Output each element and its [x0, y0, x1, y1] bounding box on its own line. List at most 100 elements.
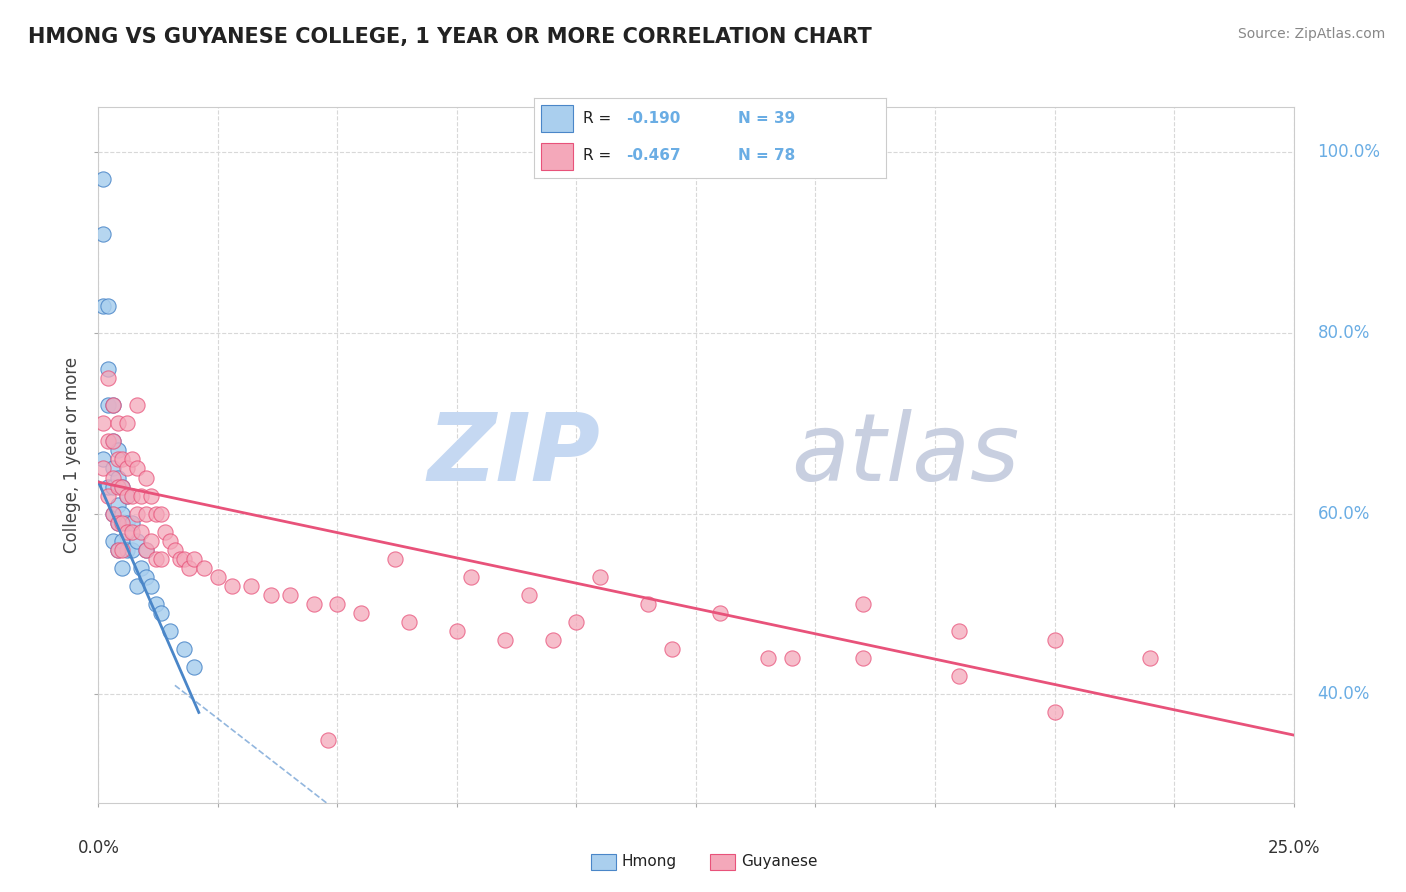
- Point: [326, 597, 349, 611]
- Point: [121, 524, 143, 539]
- Point: [149, 551, 172, 566]
- Point: [97, 371, 120, 385]
- Text: 25.0%: 25.0%: [1267, 839, 1320, 857]
- Point: [125, 461, 148, 475]
- Point: [159, 533, 181, 548]
- Point: [278, 588, 301, 602]
- Text: Guyanese: Guyanese: [741, 855, 817, 869]
- Point: [173, 551, 195, 566]
- Point: [115, 489, 138, 503]
- Bar: [541, 104, 574, 132]
- Point: [517, 588, 540, 602]
- Point: [159, 624, 181, 639]
- Point: [115, 417, 138, 431]
- Point: [115, 461, 138, 475]
- Point: [145, 597, 167, 611]
- Point: [91, 417, 114, 431]
- Text: 0.0%: 0.0%: [77, 839, 120, 857]
- Point: [541, 633, 564, 648]
- Text: atlas: atlas: [792, 409, 1019, 500]
- Point: [155, 524, 177, 539]
- Point: [494, 633, 516, 648]
- Point: [97, 299, 120, 313]
- Text: -0.190: -0.190: [626, 111, 681, 126]
- Point: [107, 452, 129, 467]
- Point: [589, 570, 612, 584]
- Point: [107, 542, 129, 557]
- Point: [460, 570, 482, 584]
- Point: [111, 561, 134, 575]
- Point: [446, 624, 468, 639]
- Point: [135, 542, 157, 557]
- Point: [125, 533, 148, 548]
- Point: [193, 561, 215, 575]
- Point: [101, 507, 124, 521]
- Point: [125, 507, 148, 521]
- Point: [107, 542, 129, 557]
- Point: [91, 172, 114, 186]
- Point: [107, 479, 129, 493]
- Point: [121, 542, 143, 557]
- Point: [852, 651, 875, 665]
- Point: [101, 470, 124, 484]
- Text: 60.0%: 60.0%: [1317, 505, 1369, 523]
- Point: [101, 434, 124, 449]
- Point: [852, 597, 875, 611]
- Point: [111, 516, 134, 530]
- Point: [131, 561, 153, 575]
- Point: [131, 489, 153, 503]
- Point: [398, 615, 420, 629]
- Point: [91, 461, 114, 475]
- Point: [183, 551, 205, 566]
- Text: N = 39: N = 39: [738, 111, 796, 126]
- Point: [101, 398, 124, 412]
- Point: [121, 516, 143, 530]
- Point: [107, 470, 129, 484]
- Point: [139, 533, 162, 548]
- Point: [780, 651, 803, 665]
- Point: [97, 434, 120, 449]
- Point: [111, 542, 134, 557]
- Point: [111, 479, 134, 493]
- Point: [145, 551, 167, 566]
- Point: [115, 516, 138, 530]
- Point: [221, 579, 243, 593]
- Point: [121, 452, 143, 467]
- Point: [107, 498, 129, 512]
- Text: HMONG VS GUYANESE COLLEGE, 1 YEAR OR MORE CORRELATION CHART: HMONG VS GUYANESE COLLEGE, 1 YEAR OR MOR…: [28, 27, 872, 46]
- Point: [107, 443, 129, 458]
- Point: [91, 452, 114, 467]
- Point: [101, 461, 124, 475]
- Point: [173, 642, 195, 657]
- Point: [163, 542, 186, 557]
- Point: [111, 452, 134, 467]
- Point: [115, 524, 138, 539]
- Text: Source: ZipAtlas.com: Source: ZipAtlas.com: [1237, 27, 1385, 41]
- Point: [316, 732, 339, 747]
- Point: [709, 606, 731, 620]
- Point: [131, 524, 153, 539]
- Point: [115, 489, 138, 503]
- Point: [145, 507, 167, 521]
- Point: [139, 579, 162, 593]
- Point: [91, 299, 114, 313]
- Point: [125, 398, 148, 412]
- Point: [125, 579, 148, 593]
- Point: [115, 542, 138, 557]
- Point: [91, 227, 114, 241]
- Point: [1043, 706, 1066, 720]
- Point: [384, 551, 406, 566]
- Point: [240, 579, 263, 593]
- Text: 80.0%: 80.0%: [1317, 324, 1369, 342]
- Text: R =: R =: [583, 111, 617, 126]
- Point: [135, 507, 157, 521]
- Text: N = 78: N = 78: [738, 148, 796, 163]
- Point: [1043, 633, 1066, 648]
- Point: [139, 489, 162, 503]
- Point: [149, 507, 172, 521]
- Point: [259, 588, 281, 602]
- Point: [1139, 651, 1161, 665]
- Bar: [541, 143, 574, 170]
- Point: [756, 651, 779, 665]
- Point: [135, 542, 157, 557]
